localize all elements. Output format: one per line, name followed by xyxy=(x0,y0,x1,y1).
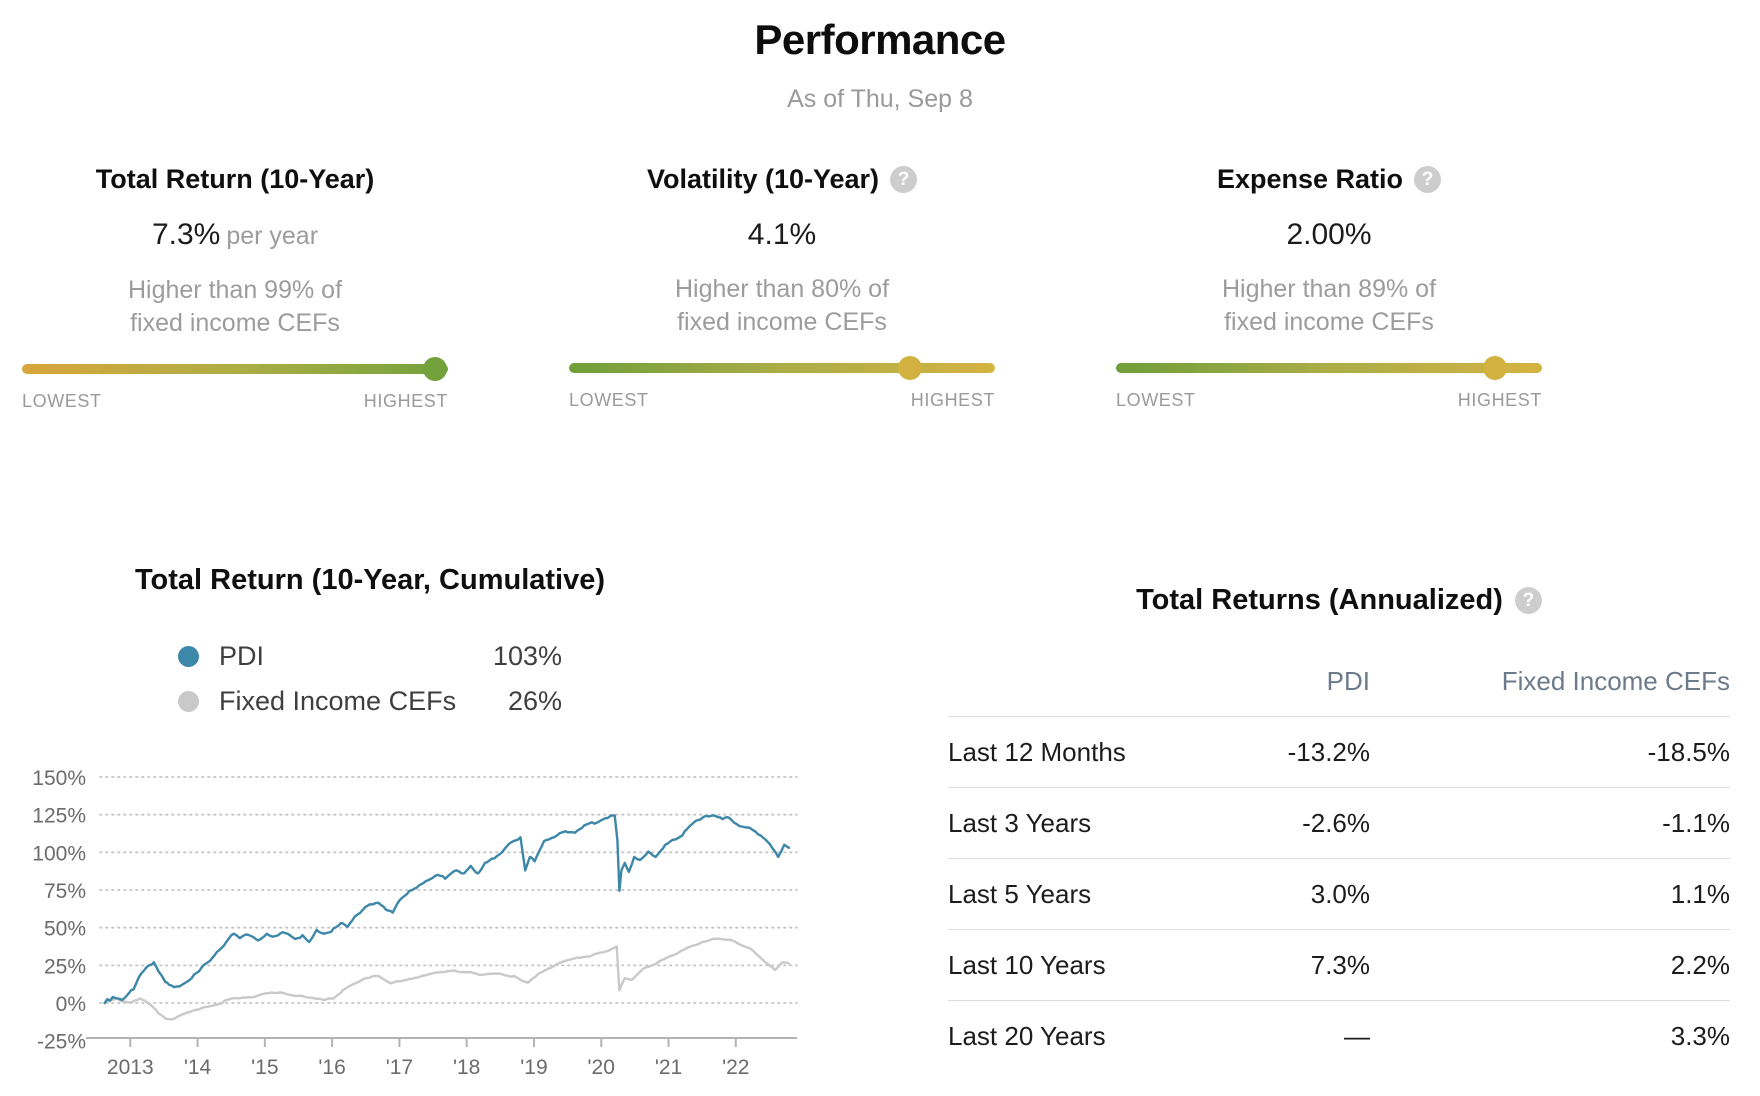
table-row: Last 12 Months -13.2% -18.5% xyxy=(948,716,1730,787)
x-tick-label: '18 xyxy=(453,1056,480,1079)
y-tick-label: 25% xyxy=(44,955,86,978)
table-header-fixed-income-cefs: Fixed Income CEFs xyxy=(1501,666,1730,696)
pdi-value: 7.3% xyxy=(1310,949,1370,980)
metric-description-line: Higher than 99% of xyxy=(127,276,343,304)
table-row: Last 10 Years 7.3% 2.2% xyxy=(948,929,1730,1000)
y-tick-label: 0% xyxy=(56,993,86,1016)
y-tick-label: 150% xyxy=(32,767,86,790)
help-icon[interactable]: ? xyxy=(1514,587,1542,614)
pdi-series-dot-icon xyxy=(178,645,199,667)
cef-value: 3.3% xyxy=(1670,1020,1730,1051)
cumulative-return-chart: 150% 125% 100% 75% 50% 25% 0% -25% 2013 '14 '15 '16… xyxy=(32,767,798,1079)
percentile-slider-track xyxy=(569,356,995,380)
x-tick-label: '19 xyxy=(520,1056,547,1079)
metric-title: Volatility (10-Year) xyxy=(646,164,880,194)
x-tick-label: '14 xyxy=(184,1056,212,1079)
row-label: Last 3 Years xyxy=(948,807,1092,838)
table-header-pdi: PDI xyxy=(1326,666,1370,696)
metric-description: Higher than 99% of fixed income CEFs xyxy=(22,274,448,340)
percentile-slider-knob xyxy=(897,356,922,380)
row-label: Last 10 Years xyxy=(948,949,1106,980)
legend-value: 103% xyxy=(492,640,562,671)
x-tick-label: '16 xyxy=(318,1056,345,1079)
pdi-value: -13.2% xyxy=(1287,736,1370,767)
metric-description-line: fixed income CEFs xyxy=(677,308,887,336)
table-row: Last 20 Years — 3.3% xyxy=(948,1000,1730,1071)
metrics-row: Total Return (10-Year) 7.3% per year High… xyxy=(22,163,1542,412)
table-header-blank xyxy=(948,666,1130,697)
metric-description: Higher than 80% of fixed income CEFs xyxy=(569,273,995,339)
table-row: Last 3 Years -2.6% -1.1% xyxy=(948,787,1730,858)
x-tick-label: '20 xyxy=(588,1056,615,1079)
metric-value-suffix: per year xyxy=(226,222,319,250)
x-tick-label: '21 xyxy=(655,1056,682,1079)
metric-description-line: Higher than 80% of xyxy=(674,275,890,303)
y-tick-label: 50% xyxy=(44,918,86,941)
x-tick-label: '22 xyxy=(722,1056,749,1079)
cef-series-dot-icon xyxy=(178,690,199,712)
percentile-slider-knob xyxy=(1483,356,1508,380)
annualized-returns-table: Last 12 Months -13.2% -18.5% Last 3 Years -2… xyxy=(948,716,1730,1071)
table-title-row: Total Returns (Annualized)? xyxy=(948,584,1730,617)
metric-title: Total Return (10-Year) xyxy=(95,164,375,194)
legend-item-fixed-income-cefs: Fixed Income CEFs 26% xyxy=(178,683,562,719)
pdi-line xyxy=(103,814,791,1005)
table-title: Total Returns (Annualized) xyxy=(1136,584,1503,616)
help-icon[interactable]: ? xyxy=(1414,165,1442,193)
cef-value: -18.5% xyxy=(1647,736,1730,767)
slider-lowest-label: LOWEST xyxy=(1116,390,1196,410)
y-tick-label: 75% xyxy=(44,880,86,903)
row-label: Last 20 Years xyxy=(948,1020,1106,1051)
metric-description: Higher than 89% of fixed income CEFs xyxy=(1116,273,1542,339)
as-of-date: As of Thu, Sep 8 xyxy=(787,85,973,113)
slider-highest-label: HIGHEST xyxy=(363,391,448,411)
percentile-slider-track xyxy=(1116,356,1542,380)
slider-lowest-label: LOWEST xyxy=(22,391,102,411)
help-icon[interactable]: ? xyxy=(890,165,918,193)
legend-item-pdi: PDI 103% xyxy=(178,638,562,674)
x-tick-label: '15 xyxy=(251,1056,278,1079)
row-label: Last 12 Months xyxy=(948,736,1126,767)
cef-value: 2.2% xyxy=(1670,949,1730,980)
y-tick-label: 125% xyxy=(32,805,86,828)
metric-description-line: fixed income CEFs xyxy=(1224,308,1434,336)
metric-value: 2.00% xyxy=(1286,218,1372,251)
metric-card-expense-ratio: Expense Ratio ? 2.00% Higher than 89% of… xyxy=(1116,163,1542,412)
metric-card-volatility: Volatility (10-Year) ? 4.1% Higher than … xyxy=(569,163,995,412)
y-tick-label: 100% xyxy=(32,842,86,865)
slider-highest-label: HIGHEST xyxy=(910,390,995,410)
legend-value: 26% xyxy=(507,685,562,716)
metric-value: 4.1% xyxy=(747,218,817,251)
percentile-slider-knob xyxy=(423,357,448,381)
cef-value: -1.1% xyxy=(1662,807,1730,838)
pdi-value: -2.6% xyxy=(1302,807,1370,838)
chart-legend: PDI 103% Fixed Income CEFs 26% xyxy=(178,638,562,728)
chart-title: Total Return (10-Year, Cumulative) xyxy=(134,564,606,596)
row-label: Last 5 Years xyxy=(948,878,1092,909)
table-row: Last 5 Years 3.0% 1.1% xyxy=(948,858,1730,929)
cef-value: 1.1% xyxy=(1670,878,1730,909)
table-header-row: PDI Fixed Income CEFs xyxy=(948,666,1730,697)
page-header: Performance As of Thu, Sep 8 xyxy=(0,16,1760,114)
x-tick-label: '17 xyxy=(386,1056,413,1079)
cef-line xyxy=(103,937,791,1021)
metric-card-total-return: Total Return (10-Year) 7.3% per year High… xyxy=(22,163,448,412)
y-tick-label: -25% xyxy=(37,1031,86,1054)
metric-value: 7.3% xyxy=(151,218,221,251)
pdi-value: 3.0% xyxy=(1310,878,1370,909)
legend-label: PDI xyxy=(219,640,265,671)
metric-description-line: fixed income CEFs xyxy=(130,309,340,337)
x-tick-label: 2013 xyxy=(107,1056,154,1079)
percentile-slider-track xyxy=(22,357,448,381)
pdi-value: — xyxy=(1344,1020,1370,1051)
metric-description-line: Higher than 89% of xyxy=(1221,275,1437,303)
metric-title: Expense Ratio xyxy=(1216,164,1404,194)
slider-lowest-label: LOWEST xyxy=(569,390,649,410)
slider-highest-label: HIGHEST xyxy=(1457,390,1542,410)
legend-label: Fixed Income CEFs xyxy=(219,685,457,716)
page-title: Performance xyxy=(754,16,1006,63)
